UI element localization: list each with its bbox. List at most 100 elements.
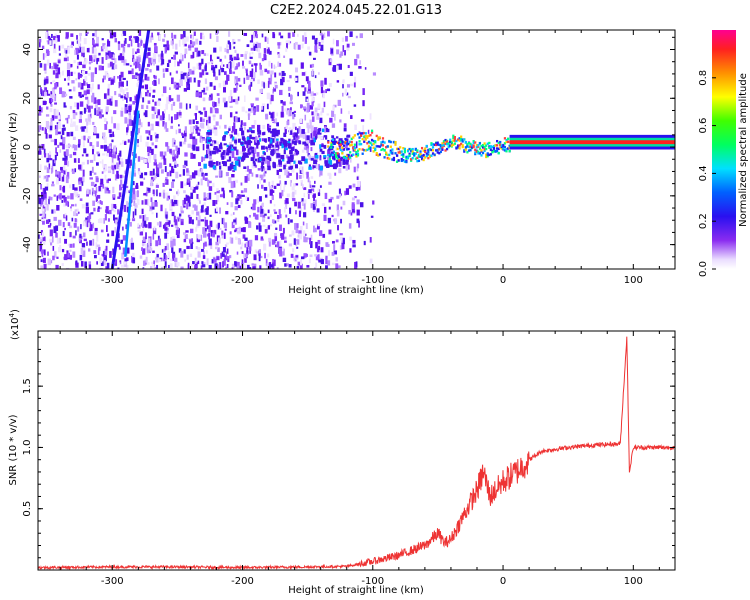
heatmap-cell bbox=[293, 256, 296, 261]
heatmap-cell bbox=[330, 143, 333, 146]
heatmap-cell bbox=[169, 258, 173, 262]
heatmap-cell bbox=[331, 110, 335, 117]
heatmap-cell bbox=[338, 141, 341, 145]
heatmap-cell bbox=[47, 224, 51, 228]
heatmap-cell bbox=[478, 142, 482, 145]
heatmap-cell bbox=[347, 154, 350, 157]
heatmap-cell bbox=[308, 108, 310, 112]
heatmap-cell bbox=[261, 162, 264, 168]
heatmap-cell bbox=[45, 114, 50, 117]
heatmap-cell bbox=[270, 94, 274, 102]
heatmap-cell bbox=[229, 255, 232, 259]
heatmap-cell bbox=[131, 218, 136, 222]
heatmap-cell bbox=[138, 66, 141, 70]
heatmap-cell bbox=[79, 254, 83, 261]
heatmap-cell bbox=[69, 231, 72, 238]
heatmap-cell bbox=[125, 88, 129, 91]
heatmap-cell bbox=[93, 207, 96, 212]
heatmap-cell bbox=[147, 238, 151, 245]
heatmap-cell bbox=[216, 194, 220, 202]
heatmap-cell bbox=[386, 156, 389, 160]
heatmap-cell bbox=[42, 211, 45, 217]
heatmap-cell bbox=[336, 80, 340, 83]
heatmap-cell bbox=[128, 119, 132, 126]
heatmap-cell bbox=[363, 131, 366, 135]
heatmap-cell bbox=[260, 105, 263, 110]
heatmap-cell bbox=[86, 103, 89, 110]
heatmap-cell bbox=[310, 188, 315, 192]
heatmap-cell bbox=[112, 214, 115, 221]
heatmap-cell bbox=[410, 159, 413, 162]
heatmap-cell bbox=[477, 150, 480, 153]
heatmap-cell bbox=[281, 143, 284, 149]
heatmap-cell bbox=[268, 128, 271, 133]
heatmap-cell bbox=[219, 165, 222, 170]
heatmap-cell bbox=[92, 35, 95, 39]
heatmap-cell bbox=[72, 144, 77, 148]
heatmap-cell bbox=[109, 61, 113, 67]
heatmap-cell bbox=[98, 111, 102, 115]
heatmap-cell bbox=[152, 168, 155, 176]
heatmap-cell bbox=[335, 159, 340, 164]
heatmap-cell bbox=[244, 176, 248, 183]
heatmap-cell bbox=[270, 112, 273, 119]
heatmap-cell bbox=[480, 144, 483, 148]
heatmap-cell bbox=[378, 153, 381, 156]
heatmap-cell bbox=[145, 232, 147, 240]
heatmap-cell bbox=[99, 218, 103, 224]
heatmap-cell bbox=[55, 128, 58, 136]
heatmap-cell bbox=[356, 163, 360, 169]
heatmap-cell bbox=[85, 202, 89, 207]
heatmap-cell bbox=[355, 35, 358, 39]
heatmap-cell bbox=[189, 239, 193, 244]
heatmap-cell bbox=[224, 244, 228, 248]
heatmap-cell bbox=[139, 135, 142, 143]
heatmap-cell bbox=[111, 156, 114, 163]
heatmap-cell bbox=[385, 151, 388, 154]
heatmap-cell bbox=[380, 148, 383, 152]
heatmap-cell bbox=[299, 118, 303, 123]
heatmap-cell bbox=[198, 234, 201, 240]
heatmap-cell bbox=[241, 251, 244, 254]
heatmap-cell bbox=[176, 147, 180, 155]
heatmap-cell bbox=[205, 154, 209, 158]
heatmap-cell bbox=[279, 240, 282, 246]
heatmap-cell bbox=[403, 150, 406, 154]
heatmap-cell bbox=[236, 195, 239, 199]
heatmap-cell bbox=[39, 105, 41, 113]
heatmap-cell bbox=[66, 70, 71, 77]
heatmap-cell bbox=[419, 153, 422, 156]
heatmap-cell bbox=[345, 138, 349, 143]
heatmap-cell bbox=[255, 135, 258, 143]
heatmap-cell bbox=[499, 143, 502, 147]
x-tick-label: 0 bbox=[500, 275, 506, 286]
heatmap-cell bbox=[247, 139, 251, 144]
heatmap-cell bbox=[289, 179, 292, 187]
heatmap-cell bbox=[305, 145, 310, 151]
heatmap-cell bbox=[144, 172, 148, 176]
heatmap-cell bbox=[58, 72, 62, 78]
heatmap-cell bbox=[464, 146, 467, 149]
heatmap-cell bbox=[118, 246, 121, 250]
heatmap-cell bbox=[422, 153, 425, 157]
heatmap-cell bbox=[122, 247, 126, 255]
heatmap-cell bbox=[347, 95, 351, 99]
heatmap-cell bbox=[111, 230, 115, 237]
heatmap-cell bbox=[458, 139, 461, 142]
heatmap-cell bbox=[241, 242, 244, 247]
heatmap-cell bbox=[187, 178, 190, 183]
heatmap-cell bbox=[303, 236, 306, 243]
heatmap-cell bbox=[205, 250, 208, 254]
heatmap-cell bbox=[249, 128, 253, 131]
heatmap-cell bbox=[266, 263, 269, 266]
heatmap-cell bbox=[158, 238, 161, 246]
heatmap-cell bbox=[72, 136, 76, 140]
heatmap-cell bbox=[304, 114, 307, 121]
heatmap-cell bbox=[71, 80, 75, 84]
heatmap-cell bbox=[64, 227, 66, 231]
heatmap-cell bbox=[134, 51, 138, 55]
heatmap-cell bbox=[233, 128, 238, 135]
heatmap-cell bbox=[147, 146, 151, 153]
heatmap-cell bbox=[304, 70, 307, 76]
heatmap-cell bbox=[138, 171, 141, 175]
